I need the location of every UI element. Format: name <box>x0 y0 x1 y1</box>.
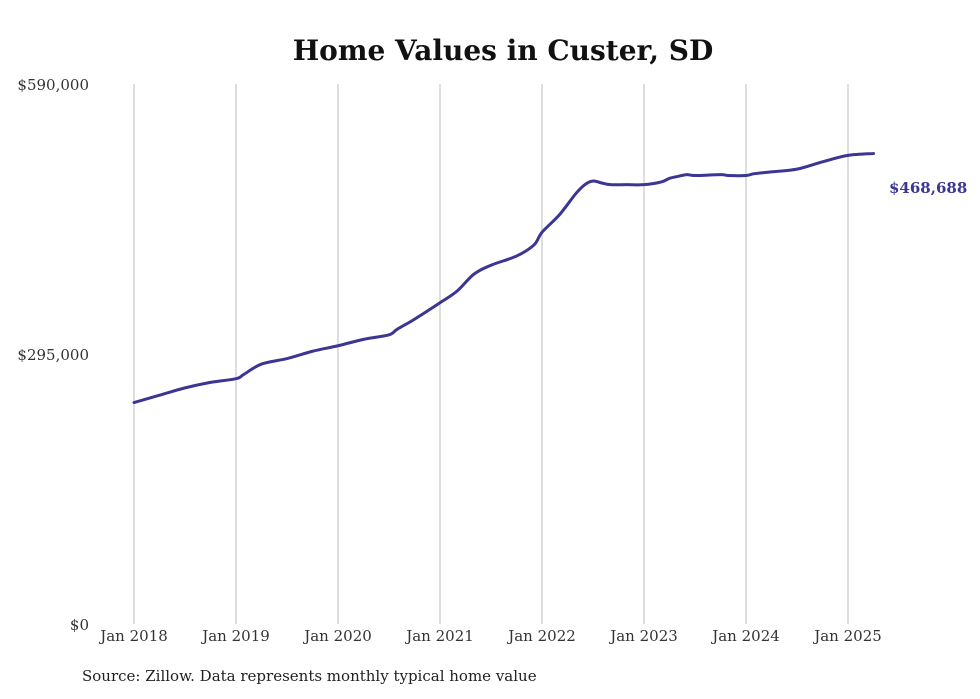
end-value-label: $468,688 <box>889 179 967 197</box>
source-note: Source: Zillow. Data represents monthly … <box>82 667 537 685</box>
grid-lines <box>133 84 849 624</box>
x-tick-label: Jan 2021 <box>404 627 474 645</box>
y-tick-label: $295,000 <box>17 346 89 364</box>
y-tick-label: $0 <box>70 616 89 634</box>
x-tick-label: Jan 2018 <box>98 627 168 645</box>
x-tick-label: Jan 2022 <box>506 627 576 645</box>
home-value-line <box>132 152 875 405</box>
x-tick-label: Jan 2019 <box>200 627 270 645</box>
x-tick-label: Jan 2025 <box>812 627 882 645</box>
chart-title: Home Values in Custer, SD <box>293 34 714 67</box>
x-tick-label: Jan 2020 <box>302 627 372 645</box>
series-layer <box>132 152 875 405</box>
x-tick-label: Jan 2024 <box>710 627 780 645</box>
x-axis-ticks: Jan 2018 Jan 2019 Jan 2020 Jan 2021 Jan 2022… <box>98 627 882 645</box>
y-tick-label: $590,000 <box>17 76 89 94</box>
x-tick-label: Jan 2023 <box>608 627 678 645</box>
y-axis-ticks: $0 $295,000 $590,000 <box>17 76 89 634</box>
